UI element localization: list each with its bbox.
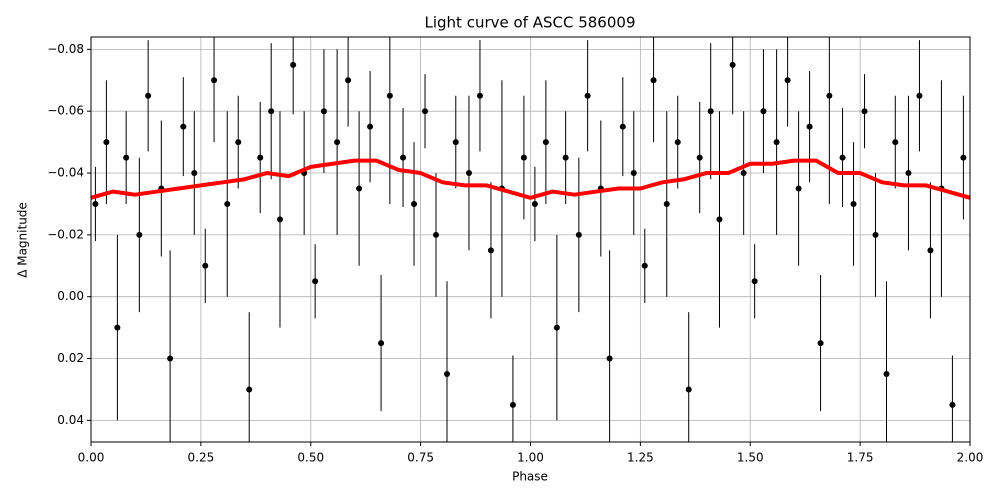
data-point [136,231,143,238]
x-tick-label: 0.75 [407,451,434,465]
x-tick-label: 1.25 [627,451,654,465]
data-point [367,123,374,130]
axes: 0.00 0.25 0.50 0.75 1.00 1.25 1.50 1.75 2.00 −0.0… [47,42,983,465]
y-tick-label: 0.02 [57,351,84,365]
data-point [520,154,527,161]
data-point [202,262,209,269]
data-point [400,154,407,161]
y-tick-label: −0.06 [47,104,84,118]
data-point [531,200,538,207]
data-point [542,139,549,146]
data-point [584,92,591,99]
data-point [773,139,780,146]
data-point [92,200,99,207]
data-point [123,154,130,161]
data-point [872,231,879,238]
data-point [246,386,253,393]
data-point [224,200,231,207]
data-point [916,92,923,99]
data-point [892,139,899,146]
data-point [443,370,450,377]
data-point [345,77,352,84]
data-point [575,231,582,238]
data-point [685,386,692,393]
data-point [145,92,152,99]
y-tick-label: −0.04 [47,166,84,180]
x-tick-label: 1.75 [847,451,874,465]
y-tick-label: 0.04 [57,413,84,427]
data-point [422,108,429,115]
data-point [509,401,516,408]
data-point [452,139,459,146]
data-point [630,170,637,177]
data-point [674,139,681,146]
data-point [487,247,494,254]
data-point [312,278,319,285]
data-point [476,92,483,99]
x-tick-label: 1.50 [737,451,764,465]
data-point [751,278,758,285]
data-point [905,170,912,177]
x-tick-label: 0.25 [188,451,215,465]
data-point [795,185,802,192]
data-point [641,262,648,269]
data-point [191,170,198,177]
data-point [606,355,613,362]
data-point [839,154,846,161]
data-point [883,370,890,377]
data-point [817,340,824,347]
data-point [276,216,283,223]
x-tick-label: 1.00 [517,451,544,465]
data-point [334,139,341,146]
data-point [180,123,187,130]
data-point [320,108,327,115]
data-point [716,216,723,223]
y-tick-label: −0.08 [47,42,84,56]
data-point [960,154,967,161]
data-point [290,61,297,68]
data-point [927,247,934,254]
data-point [378,340,385,347]
data-point [619,123,626,130]
data-point [268,108,275,115]
data-point [386,92,393,99]
x-tick-label: 0.00 [78,451,105,465]
data-point [663,200,670,207]
data-point [806,123,813,130]
data-point [650,77,657,84]
data-point [949,401,956,408]
y-tick-label: 0.00 [57,289,84,303]
data-point [850,200,857,207]
data-point [235,139,242,146]
data-point [103,139,110,146]
grid [90,37,971,442]
data-point [411,200,418,207]
chart-title: Light curve of ASCC 586009 [425,14,636,32]
data-point [826,92,833,99]
data-point [707,108,714,115]
x-tick-label: 0.50 [297,451,324,465]
data-point [861,108,868,115]
y-axis-label: Δ Magnitude [16,202,30,278]
data-point [562,154,569,161]
data-point [784,77,791,84]
data-point [729,61,736,68]
data-point [433,231,440,238]
data-point [740,170,747,177]
data-point [696,154,703,161]
x-tick-label: 2.00 [957,451,984,465]
smoothed-line [91,158,970,200]
data-point [760,108,767,115]
data-point [553,324,560,331]
data-point [465,170,472,177]
data-point [114,324,121,331]
y-tick-label: −0.02 [47,227,84,241]
plot-area [91,37,970,442]
data-point [167,355,174,362]
data-point [356,185,363,192]
data-point [257,154,264,161]
data-point [211,77,218,84]
x-axis-label: Phase [512,470,548,484]
